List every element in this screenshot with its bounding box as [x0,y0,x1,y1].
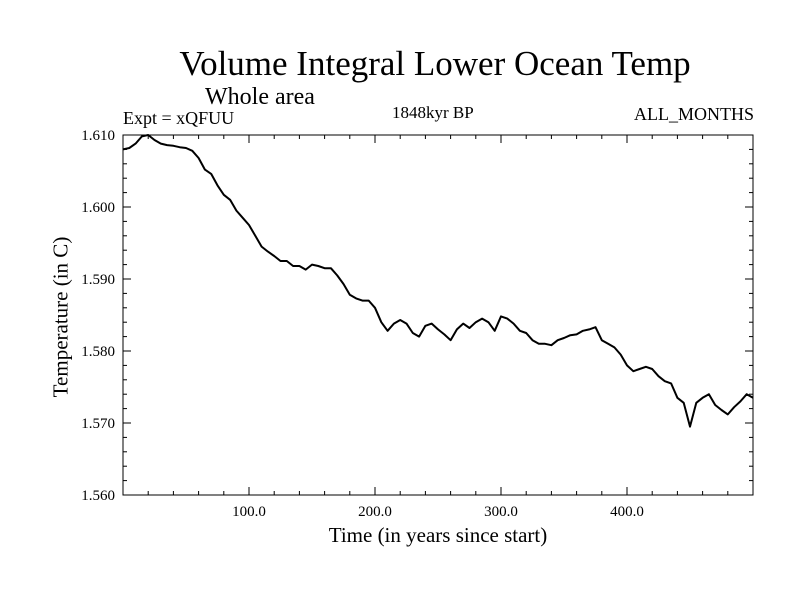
y-tick-label: 1.590 [81,272,115,288]
experiment-label: Expt = xQFUU [123,108,235,128]
months-label: ALL_MONTHS [634,104,754,124]
y-tick-label: 1.600 [81,200,115,216]
y-tick-label: 1.570 [81,416,115,432]
x-tick-label: 400.0 [610,504,644,520]
series-group [122,134,754,428]
x-tick-label: 200.0 [358,504,392,520]
y-axis-label: Temperature (in C) [48,236,73,398]
axis-ticks: 100.0 200.0 300.0 400.0 1.560 1.570 1.580 1.590… [81,128,753,520]
y-tick-label: 1.580 [81,344,115,360]
x-axis-label: Time (in years since start) [328,523,548,547]
chart-subtitle: Whole area [205,84,315,110]
y-tick-label: 1.560 [81,488,115,504]
series-line [122,134,754,428]
x-tick-label: 300.0 [484,504,518,520]
chart-title: Volume Integral Lower Ocean Temp [179,44,691,83]
plot-frame [122,134,754,496]
x-tick-label: 100.0 [232,504,266,520]
y-tick-label: 1.610 [81,128,115,144]
period-label: 1848kyr BP [392,103,474,122]
